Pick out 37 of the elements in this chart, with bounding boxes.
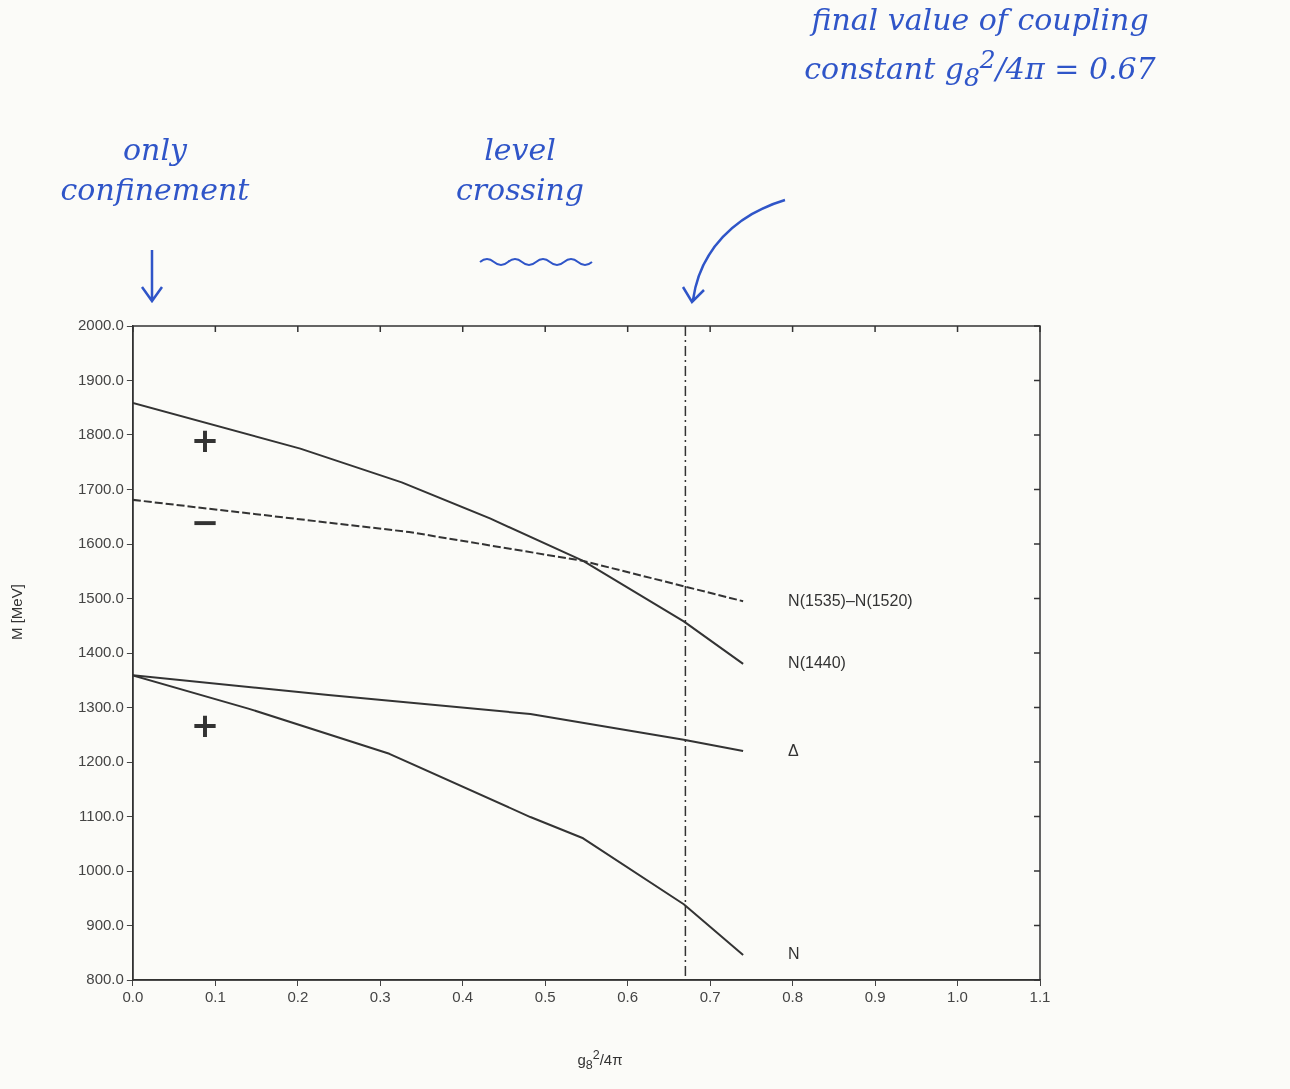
text: Δ [788, 741, 800, 759]
y-tick-label: 900.0 [86, 915, 124, 933]
x-tick-label: 0.8 [782, 988, 804, 1006]
text: only confinement [59, 131, 251, 209]
x-tick-label: 0.1 [204, 988, 226, 1006]
x-tick-label: 0.0 [122, 988, 144, 1006]
y-tick-label: 1600.0 [77, 534, 124, 552]
y-tick-label: 1100.0 [79, 806, 124, 824]
x-tick-label: 1.1 [1029, 988, 1051, 1006]
annotation: − [189, 502, 221, 542]
y-tick-label: 1500.0 [77, 588, 124, 606]
text: N [788, 945, 800, 963]
x-tick-label: 0.6 [617, 988, 639, 1006]
annotation: + [189, 420, 221, 460]
text: level crossing [454, 131, 586, 209]
y-tick-label: 1800.0 [77, 425, 124, 443]
text: N(1440) [788, 654, 846, 672]
x-tick-label: 0.2 [287, 988, 309, 1006]
x-tick-label: 1.0 [947, 988, 968, 1006]
y-tick-label: 2000.0 [77, 316, 124, 334]
y-tick-label: 800.0 [86, 970, 124, 988]
text: N(1535)–N(1520) [788, 591, 913, 609]
y-tick-label: 1400.0 [77, 643, 124, 661]
annotation: + [189, 705, 221, 745]
x-tick-label: 0.7 [699, 988, 721, 1006]
text: final value of coupling constant g$_{8}$$^{2}$/4π = 0.67 [803, 1, 1157, 94]
x-axis-title: g$_{8}$$^{2}$/4π [576, 1048, 624, 1072]
y-axis-title: M [MeV] [8, 584, 25, 640]
y-tick-label: 1900.0 [77, 370, 124, 388]
x-tick-label: 0.9 [864, 988, 886, 1006]
y-tick-label: 1300.0 [77, 697, 124, 715]
x-tick-label: 0.3 [369, 988, 391, 1006]
x-tick-label: 0.4 [452, 988, 474, 1006]
x-tick-label: 0.5 [534, 988, 556, 1006]
y-tick-label: 1700.0 [77, 479, 124, 497]
y-tick-label: 1000.0 [77, 861, 124, 879]
y-tick-label: 1200.0 [77, 752, 124, 770]
